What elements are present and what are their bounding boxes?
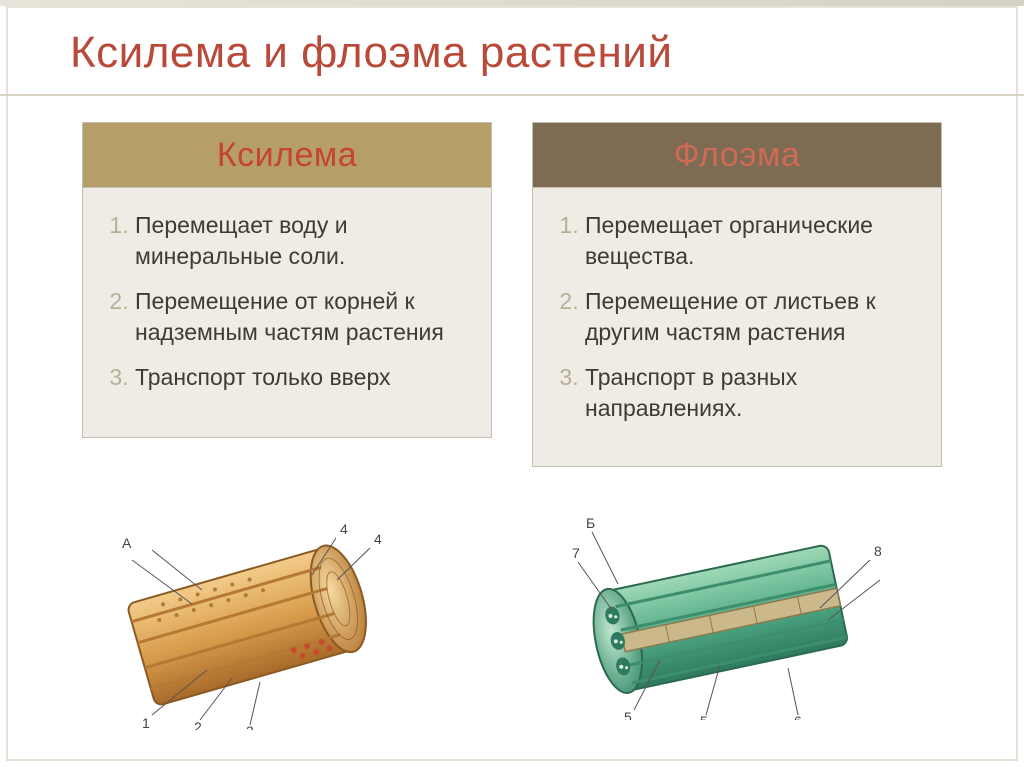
phloem-tissue-icon: 7 Б 8 5 5 6 [570, 510, 900, 720]
xylem-illustration: А 4 4 1 2 3 [82, 520, 412, 730]
illus-label: Б [586, 515, 595, 531]
list-item: Транспорт в разных направлениях. [585, 362, 915, 424]
list-item: Перемещение от листьев к другим частям р… [585, 286, 915, 348]
phloem-header: Флоэма [532, 122, 942, 188]
slide: Ксилема и флоэма растений Ксилема Переме… [0, 0, 1024, 767]
list-item: Перемещает органические вещества. [585, 210, 915, 272]
xylem-header: Ксилема [82, 122, 492, 188]
illus-label: 7 [572, 545, 580, 561]
illus-label: 1 [142, 715, 150, 730]
list-item: Транспорт только вверх [135, 362, 465, 393]
xylem-list: Перемещает воду и минеральные соли. Пере… [109, 210, 465, 393]
phloem-list: Перемещает органические вещества. Переме… [559, 210, 915, 424]
phloem-column: Флоэма Перемещает органические вещества.… [532, 122, 942, 467]
illus-label: 2 [194, 719, 202, 730]
illus-label: 3 [246, 723, 254, 730]
page-title: Ксилема и флоэма растений [70, 28, 672, 78]
illus-label: А [122, 535, 132, 551]
illus-label: 5 [624, 709, 632, 720]
illus-label: 4 [340, 521, 348, 537]
illus-label: 5 [700, 713, 708, 720]
xylem-body: Перемещает воду и минеральные соли. Пере… [82, 188, 492, 438]
illus-label: 6 [794, 713, 802, 720]
phloem-illustration: 7 Б 8 5 5 6 [570, 510, 900, 720]
phloem-body: Перемещает органические вещества. Переме… [532, 188, 942, 467]
list-item: Перемещение от корней к надземным частям… [135, 286, 465, 348]
xylem-column: Ксилема Перемещает воду и минеральные со… [82, 122, 492, 438]
illus-label: 4 [374, 531, 382, 547]
top-decoration [0, 0, 1024, 6]
illus-label: 8 [874, 543, 882, 559]
title-underline [0, 94, 1024, 96]
xylem-tissue-icon: А 4 4 1 2 3 [82, 520, 412, 730]
list-item: Перемещает воду и минеральные соли. [135, 210, 465, 272]
